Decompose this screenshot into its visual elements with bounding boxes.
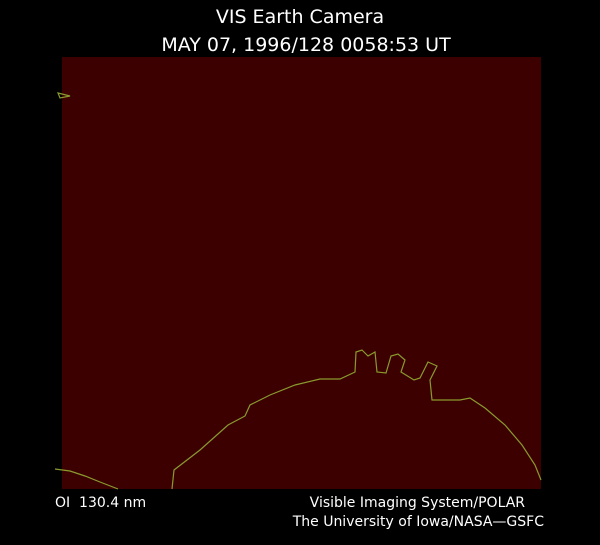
instrument-label: Visible Imaging System/POLAR	[310, 495, 526, 511]
image-frame	[62, 57, 541, 489]
coastline	[171, 349, 542, 490]
filter-label: OI 130.4 nm	[55, 495, 146, 511]
title: VIS Earth Camera	[216, 6, 384, 28]
coastline	[54, 468, 119, 490]
coastline-island	[57, 92, 71, 99]
institution-label: The University of Iowa/NASA—GSFC	[292, 514, 545, 530]
timestamp: MAY 07, 1996/128 0058:53 UT	[161, 34, 451, 56]
